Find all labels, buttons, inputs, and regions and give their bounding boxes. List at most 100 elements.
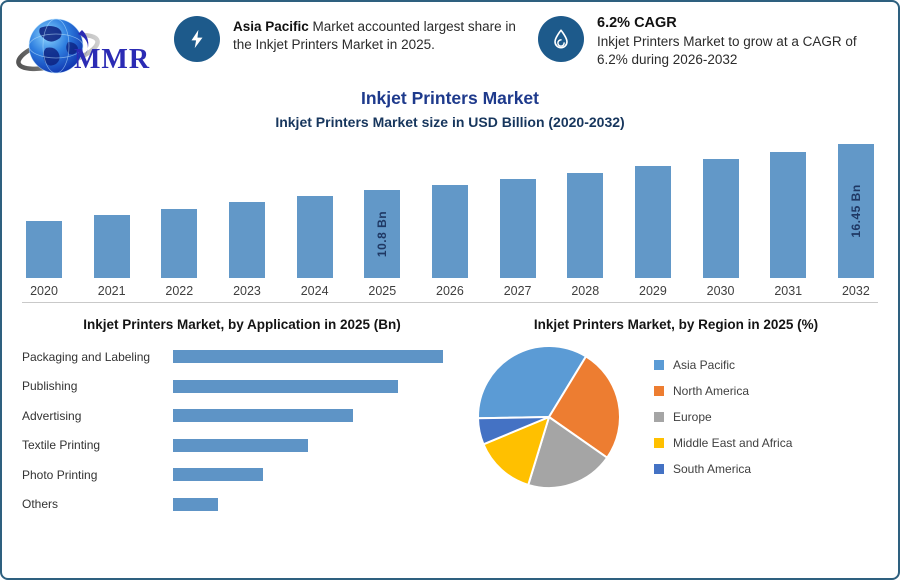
pie-slice-europe bbox=[527, 416, 609, 489]
lightning-icon bbox=[191, 29, 203, 49]
legend-item-asia-pacific: Asia Pacific bbox=[654, 358, 792, 372]
bar-2031 bbox=[770, 151, 807, 278]
bottom-section: Inkjet Printers Market, by Application i… bbox=[2, 303, 898, 519]
header: MMR Asia Pacific Market accounted larges… bbox=[2, 2, 898, 80]
legend-label: Europe bbox=[673, 410, 712, 424]
market-size-column-chart: 2020 2021 2022 2023 2024 10.8 Bn 2025 2026 2027 2… bbox=[2, 138, 898, 298]
logo-crescent bbox=[78, 30, 89, 56]
bar-2030 bbox=[702, 159, 739, 278]
bar-column-2031: 2031 bbox=[770, 151, 807, 298]
legend-item-europe: Europe bbox=[654, 410, 792, 424]
legend-label: North America bbox=[673, 384, 750, 398]
application-row: Others bbox=[22, 490, 462, 520]
x-axis-label-2025: 2025 bbox=[368, 284, 397, 298]
bar-2025: 10.8 Bn bbox=[364, 190, 401, 278]
application-chart-title: Inkjet Printers Market, by Application i… bbox=[83, 317, 401, 332]
pie-wrap: Asia Pacific North America Europe Middle Ea… bbox=[462, 342, 890, 492]
bar-2022 bbox=[161, 208, 198, 278]
pie-slice-south-america bbox=[477, 416, 550, 446]
application-row: Textile Printing bbox=[22, 431, 462, 461]
bar-column-2024: 2024 bbox=[296, 196, 333, 298]
bar-2026 bbox=[431, 184, 468, 278]
application-label: Advertising bbox=[22, 408, 82, 423]
x-axis-label-2022: 2022 bbox=[165, 284, 194, 298]
bar-2028 bbox=[567, 172, 604, 278]
application-label: Packaging and Labeling bbox=[22, 349, 151, 364]
callout-asia-pacific: Asia Pacific Market accounted largest sh… bbox=[174, 14, 536, 62]
ink-drop-icon bbox=[554, 29, 568, 49]
application-label: Publishing bbox=[22, 379, 78, 394]
bar-column-2027: 2027 bbox=[499, 178, 536, 298]
application-bar-chart: Inkjet Printers Market, by Application i… bbox=[2, 311, 462, 519]
x-axis-label-2021: 2021 bbox=[97, 284, 126, 298]
x-axis-label-2024: 2024 bbox=[300, 284, 329, 298]
pie-slice-north-america bbox=[548, 355, 621, 459]
legend-swatch bbox=[654, 386, 664, 396]
bar-column-2026: 2026 bbox=[431, 184, 468, 298]
bar-value-label-2032: 16.45 Bn bbox=[848, 184, 863, 238]
bar-2027 bbox=[499, 178, 536, 278]
ink-drop-icon-circle bbox=[538, 16, 584, 62]
bar-2023 bbox=[228, 202, 265, 278]
bar-column-2032: 16.45 Bn 2032 bbox=[837, 144, 874, 298]
legend-label: Middle East and Africa bbox=[673, 436, 793, 450]
pie-slice-middle-east-and-africa bbox=[482, 416, 550, 486]
region-chart-title: Inkjet Printers Market, by Region in 202… bbox=[533, 317, 819, 332]
bar-column-2028: 2028 bbox=[567, 172, 604, 298]
bar-column-2021: 2021 bbox=[93, 215, 130, 298]
logo-text: MMR bbox=[74, 44, 151, 75]
bar-2020 bbox=[26, 221, 62, 278]
mmr-logo: MMR bbox=[16, 14, 174, 80]
legend-label: Asia Pacific bbox=[673, 358, 736, 372]
bar-column-2025: 10.8 Bn 2025 bbox=[364, 190, 401, 298]
application-label: Textile Printing bbox=[22, 438, 101, 453]
x-axis-label-2032: 2032 bbox=[841, 284, 870, 298]
application-bar bbox=[173, 350, 443, 364]
legend-swatch bbox=[654, 438, 664, 448]
application-label: Others bbox=[22, 497, 59, 512]
legend-swatch bbox=[654, 360, 664, 370]
legend-item-north-america: North America bbox=[654, 384, 792, 398]
x-axis-label-2031: 2031 bbox=[774, 284, 803, 298]
application-label: Photo Printing bbox=[22, 467, 98, 482]
application-row: Packaging and Labeling bbox=[22, 342, 462, 372]
bar-column-2030: 2030 bbox=[702, 159, 739, 298]
legend-swatch bbox=[654, 464, 664, 474]
bar-2024 bbox=[296, 196, 333, 278]
application-bar bbox=[173, 409, 353, 423]
callout-cagr-texts: 6.2% CAGR Inkjet Printers Market to grow… bbox=[597, 14, 887, 69]
callout-highlight: Asia Pacific bbox=[233, 19, 309, 34]
legend-item-south-america: South America bbox=[654, 462, 792, 476]
bar-column-2022: 2022 bbox=[161, 208, 198, 298]
x-axis-line bbox=[22, 302, 878, 303]
x-axis-label-2023: 2023 bbox=[233, 284, 261, 298]
cagr-body: Inkjet Printers Market to grow at a CAGR… bbox=[597, 34, 857, 67]
x-axis-label-2027: 2027 bbox=[503, 284, 532, 298]
application-bar bbox=[173, 438, 308, 452]
application-bar bbox=[173, 379, 398, 393]
page-subtitle: Inkjet Printers Market size in USD Billi… bbox=[275, 114, 625, 130]
x-axis-label-2029: 2029 bbox=[639, 284, 667, 298]
globe-icon bbox=[16, 18, 100, 74]
x-axis-label-2030: 2030 bbox=[706, 284, 735, 298]
callout-asia-pacific-text: Asia Pacific Market accounted largest sh… bbox=[233, 18, 531, 54]
bar-column-2023: 2023 bbox=[228, 202, 265, 298]
application-row: Publishing bbox=[22, 372, 462, 402]
application-bar-rows: Packaging and Labeling Publishing Advertis… bbox=[22, 342, 462, 519]
callout-cagr: 6.2% CAGR Inkjet Printers Market to grow… bbox=[538, 14, 887, 69]
region-pie bbox=[477, 345, 621, 489]
bar-column-2020: 2020 bbox=[26, 221, 62, 298]
bar-value-label-2025: 10.8 Bn bbox=[375, 210, 390, 258]
x-axis-label-2020: 2020 bbox=[30, 284, 58, 298]
legend-label: South America bbox=[673, 462, 752, 476]
bar-column-2029: 2029 bbox=[634, 166, 671, 298]
application-row: Advertising bbox=[22, 401, 462, 431]
bar-2021 bbox=[93, 215, 130, 278]
bar-2029 bbox=[634, 166, 671, 278]
callout-rest: Market accounted largest share in the In… bbox=[233, 19, 516, 52]
x-axis-label-2026: 2026 bbox=[436, 284, 464, 298]
page-title: Inkjet Printers Market bbox=[361, 88, 539, 108]
application-row: Photo Printing bbox=[22, 460, 462, 490]
legend-item-middle-east-and-africa: Middle East and Africa bbox=[654, 436, 792, 450]
